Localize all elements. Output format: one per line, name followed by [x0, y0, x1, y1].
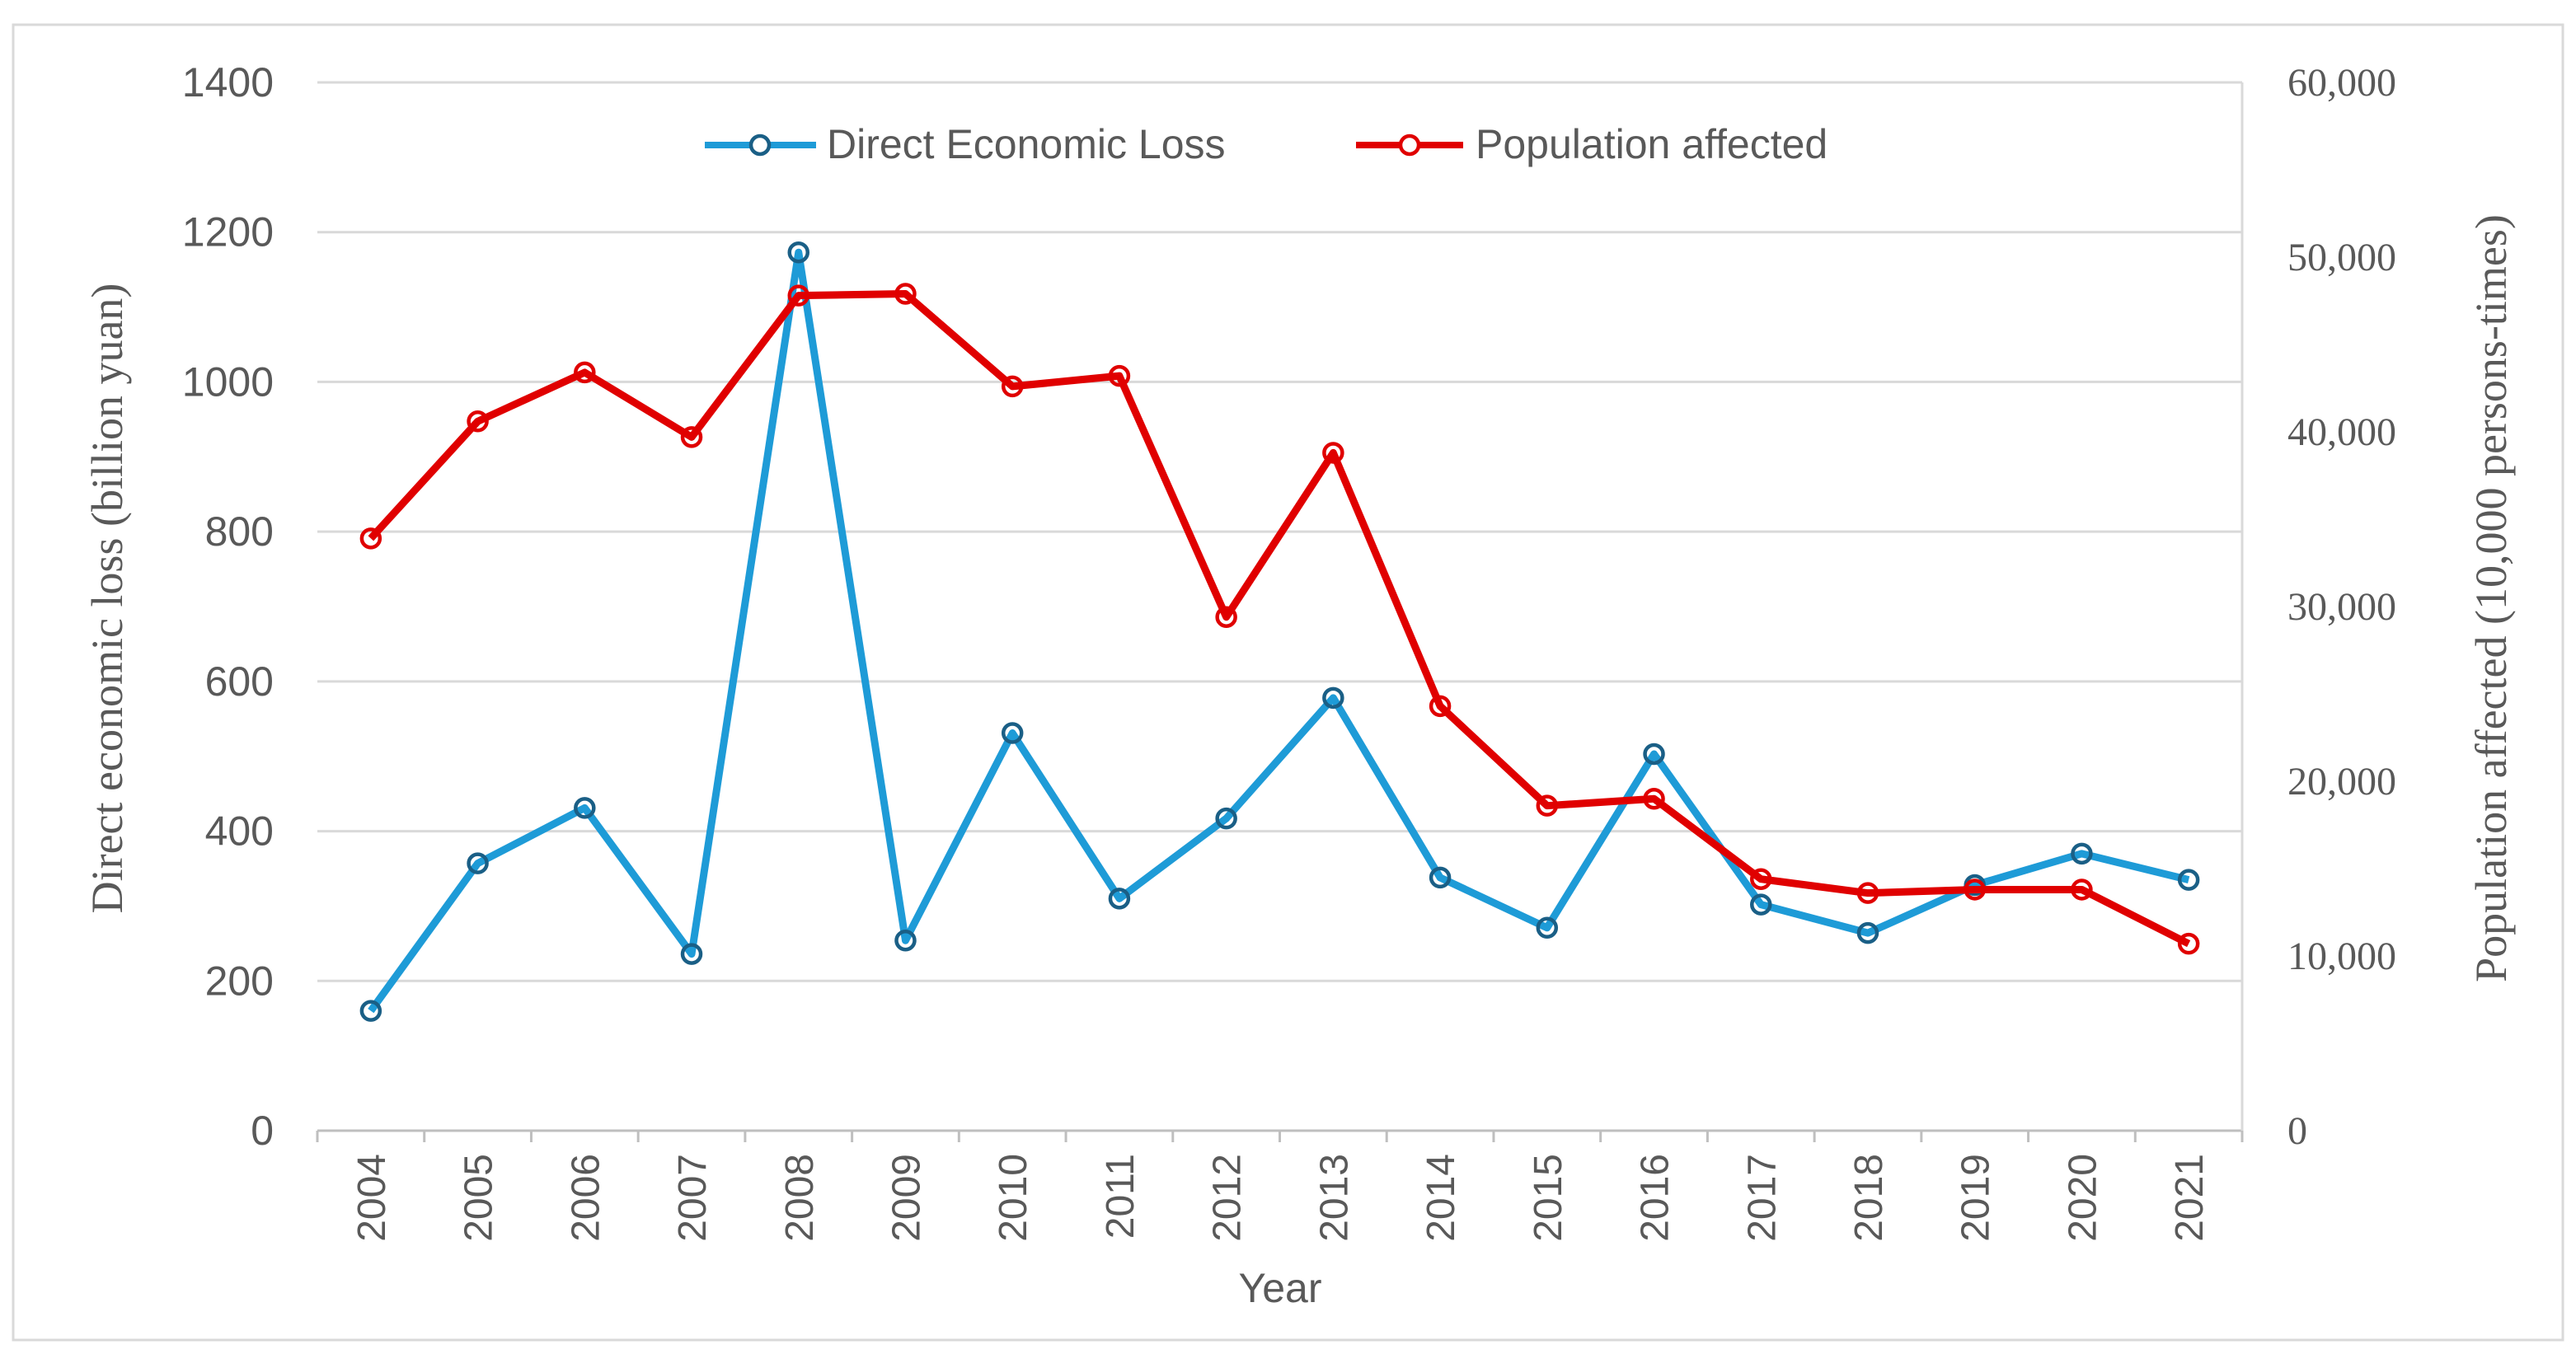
data-point — [574, 797, 596, 819]
data-point — [359, 527, 382, 550]
y2-tick-label: 60,000 — [2287, 61, 2396, 105]
x-tick-label: 2006 — [564, 1154, 608, 1242]
data-point — [680, 426, 703, 448]
gridlines — [317, 81, 2242, 982]
data-point — [1964, 878, 1986, 901]
y2-tick-label: 20,000 — [2287, 760, 2396, 803]
data-point — [787, 284, 809, 307]
x-tick-label: 2007 — [671, 1154, 715, 1242]
x-tick-label: 2015 — [1527, 1154, 1570, 1242]
data-point — [1215, 606, 1237, 628]
y-tick-label: 1200 — [182, 209, 274, 255]
y2-tick-label: 0 — [2287, 1109, 2307, 1153]
x-tick-label: 2017 — [1740, 1154, 1784, 1242]
x-tick-label: 2018 — [1847, 1154, 1891, 1242]
legend-item-economic-loss: Direct Economic Loss — [705, 121, 1226, 167]
series-line — [368, 290, 2191, 948]
data-point — [1001, 375, 1024, 398]
y-tick-label: 0 — [251, 1108, 274, 1154]
x-tick-label: 2008 — [778, 1154, 822, 1242]
legend-marker-economic-loss — [748, 134, 772, 157]
data-point — [2071, 842, 2093, 865]
data-point — [1856, 921, 1879, 944]
legend: Direct Economic Loss Population affected — [705, 121, 1828, 167]
x-tick-label: 2013 — [1312, 1154, 1356, 1242]
y2-tick-label: 10,000 — [2287, 935, 2396, 978]
data-point — [1429, 695, 1452, 718]
data-point — [680, 943, 703, 965]
data-point — [1856, 882, 1879, 904]
x-tick-label: 2010 — [992, 1154, 1035, 1242]
y2-tick-label: 40,000 — [2287, 410, 2396, 454]
data-point — [894, 929, 917, 952]
data-point — [2177, 869, 2200, 891]
data-point — [467, 852, 489, 874]
x-tick-label: 2014 — [1419, 1154, 1463, 1242]
data-point — [467, 410, 489, 433]
y-axis-title: Direct economic loss (billion yuan) — [82, 283, 132, 914]
series-line — [368, 248, 2190, 1014]
x-tick-label: 2009 — [884, 1154, 928, 1242]
data-point — [1322, 686, 1344, 710]
data-point — [359, 1000, 382, 1022]
x-tick-label: 2005 — [457, 1154, 501, 1242]
data-point — [2071, 878, 2093, 901]
y-tick-label: 200 — [205, 958, 274, 1004]
data-point — [1750, 868, 1772, 890]
series-layer — [359, 241, 2200, 1022]
y2-tick-label: 30,000 — [2287, 585, 2396, 629]
y-tick-label: 800 — [205, 508, 274, 555]
legend-label-population-affected: Population affected — [1476, 121, 1828, 167]
y-tick-label: 1400 — [182, 59, 274, 105]
data-point — [1536, 794, 1559, 817]
data-point — [1429, 866, 1452, 889]
data-point — [1001, 722, 1024, 744]
data-point — [1536, 916, 1559, 939]
x-axis-title: Year — [1238, 1265, 1321, 1311]
x-tick-labels: 2004 2005 2006 2007 2008 2009 2010 2011 2012 2013… — [350, 1154, 2212, 1242]
x-tick-label: 2020 — [2061, 1154, 2104, 1242]
y-tick-label: 400 — [205, 808, 274, 855]
x-tick-label: 2004 — [350, 1154, 394, 1242]
x-tick-marks — [316, 1131, 2244, 1142]
data-point — [2177, 932, 2200, 955]
data-point — [1108, 888, 1131, 910]
data-point — [574, 361, 596, 384]
legend-label-economic-loss: Direct Economic Loss — [827, 121, 1226, 167]
y-tick-labels: 0 200 400 600 800 1000 1200 1400 — [182, 59, 274, 1154]
x-tick-label: 2021 — [2168, 1154, 2212, 1242]
series-direct-economic-loss — [359, 241, 2200, 1022]
x-tick-label: 2012 — [1206, 1154, 1250, 1242]
data-point — [894, 283, 917, 305]
data-point — [787, 241, 809, 264]
series-population-affected — [359, 283, 2200, 955]
y-tick-label: 600 — [205, 658, 274, 705]
data-point — [1322, 442, 1344, 464]
data-point — [1108, 364, 1131, 387]
legend-item-population-affected: Population affected — [1356, 121, 1828, 167]
x-tick-label: 2019 — [1954, 1154, 1998, 1242]
data-point — [1643, 743, 1665, 766]
legend-marker-population-affected — [1398, 134, 1421, 157]
y2-axis-title: Population affected (10,000 persons-time… — [2466, 214, 2516, 982]
data-point — [1643, 787, 1665, 810]
x-tick-label: 2011 — [1099, 1154, 1143, 1239]
x-tick-label: 2016 — [1634, 1154, 1677, 1242]
data-point — [1215, 807, 1237, 830]
y2-tick-label: 50,000 — [2287, 236, 2396, 279]
y-tick-label: 1000 — [182, 358, 274, 405]
data-point — [1750, 893, 1772, 916]
y2-tick-labels: 0 10,000 20,000 30,000 40,000 50,000 60,000 — [2287, 61, 2396, 1153]
